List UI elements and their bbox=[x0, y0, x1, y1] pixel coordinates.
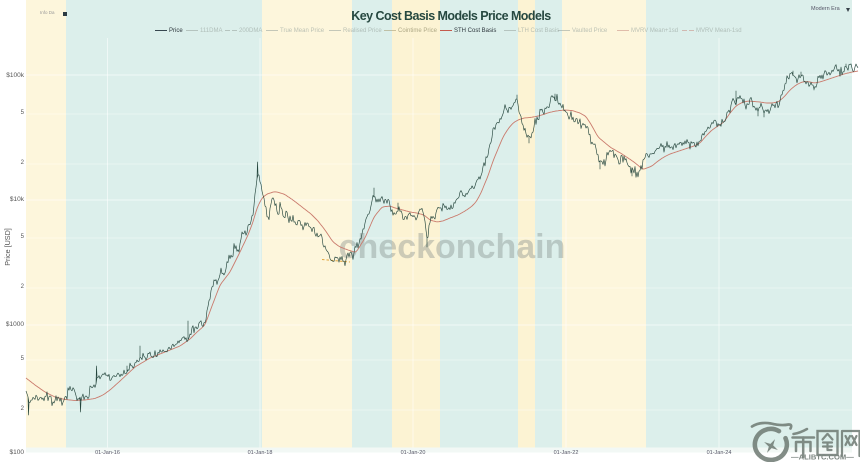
svg-text:—ALIBTC.COM—: —ALIBTC.COM— bbox=[791, 453, 854, 462]
svg-text:checkonchain: checkonchain bbox=[339, 228, 566, 266]
svg-text:Price [USD]: Price [USD] bbox=[3, 228, 12, 266]
